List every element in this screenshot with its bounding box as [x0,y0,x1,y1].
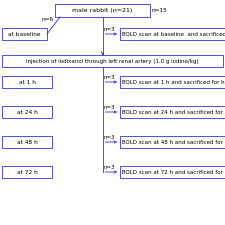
Bar [2,136,52,148]
Bar [2,28,47,40]
Text: n=3: n=3 [104,165,115,170]
Text: n=3: n=3 [104,105,115,110]
Text: BOLD scan at 48 h and sacrificed for his: BOLD scan at 48 h and sacrificed for his [122,140,225,144]
Text: at 24 h: at 24 h [17,110,37,115]
Text: n=3: n=3 [104,27,115,32]
Bar [2,106,52,118]
Text: BOLD scan at 72 h and sacrificed for his: BOLD scan at 72 h and sacrificed for his [122,169,225,175]
Text: at 48 h: at 48 h [17,140,37,144]
Text: injection of iodixanol through left renal artery (1.0 g iodine/kg): injection of iodixanol through left rena… [26,58,199,63]
Text: n=3: n=3 [104,75,115,80]
Text: n=6: n=6 [42,17,54,22]
Bar [120,136,225,148]
Bar [2,166,52,178]
Bar [120,76,225,88]
Text: at 1 h: at 1 h [18,79,36,85]
Bar [2,76,52,88]
Bar [55,4,150,17]
Text: at baseline: at baseline [8,32,41,36]
Text: n=3: n=3 [104,135,115,140]
Bar [120,106,225,118]
Text: BOLD scan at 24 h and sacrificed for his: BOLD scan at 24 h and sacrificed for his [122,110,225,115]
Text: at 72 h: at 72 h [17,169,37,175]
Text: n=15: n=15 [152,8,168,13]
Bar [2,55,223,67]
Bar [120,28,225,40]
Text: BOLD scan at 1 h and sacrificed for hist: BOLD scan at 1 h and sacrificed for hist [122,79,225,85]
Text: BOLD scan at baseline  and sacrificed fo: BOLD scan at baseline and sacrificed fo [122,32,225,36]
Text: male rabbit (n=21): male rabbit (n=21) [72,8,133,13]
Bar [120,166,225,178]
